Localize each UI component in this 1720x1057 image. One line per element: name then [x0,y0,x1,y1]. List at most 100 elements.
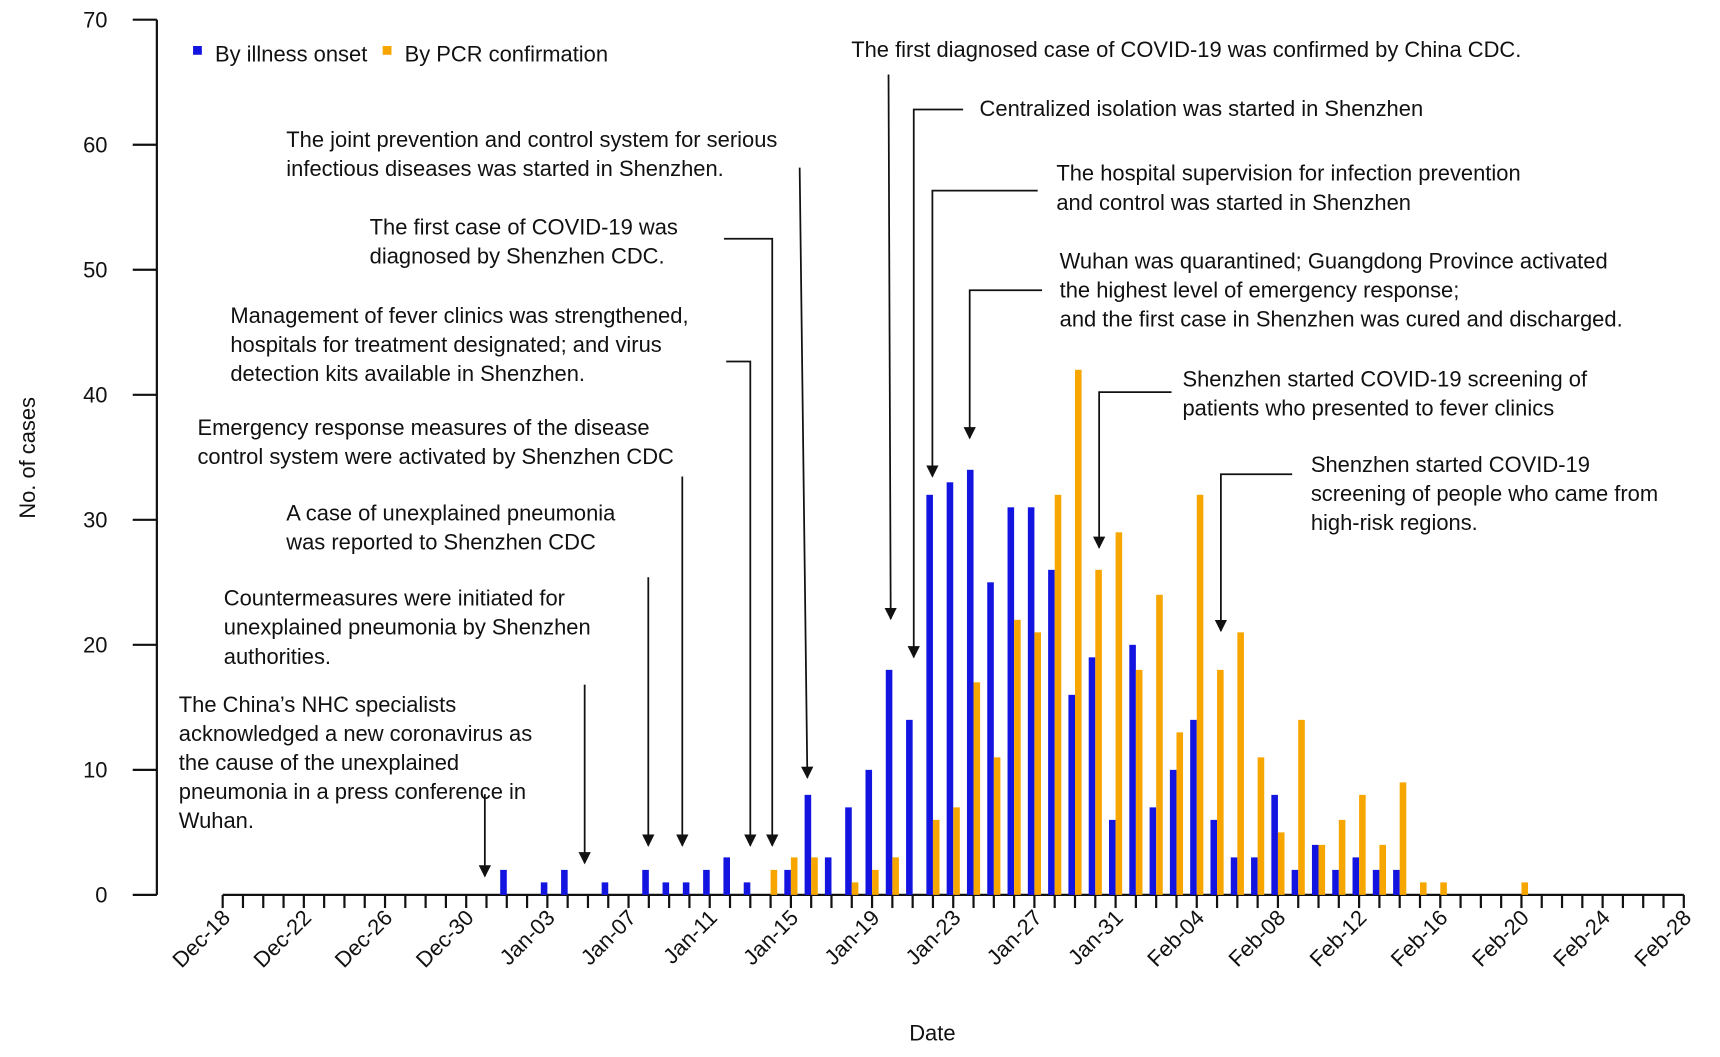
bar [1075,369,1082,895]
bar [966,469,974,895]
x-tick-label: Dec-22 [248,905,316,973]
bar [1027,507,1035,895]
bar [662,882,670,895]
annotation: The joint prevention and control system … [286,127,777,152]
x-tick-label: Jan-23 [900,905,965,970]
bar [872,869,879,895]
annotation: The first case of COVID-19 was [370,214,678,239]
bar [987,582,994,895]
x-axis-label: Date [909,1021,955,1046]
bar [1230,857,1238,895]
bar [1007,507,1015,895]
bar [1176,732,1184,895]
y-tick-label: 60 [83,132,107,157]
bar [1196,494,1204,895]
annotation: infectious diseases was started in Shenz… [286,156,723,181]
annotation-arrow [963,289,1043,440]
annotation: and control was started in Shenzhen [1056,190,1411,215]
x-tick-label: Dec-26 [330,905,398,973]
annotation: The hospital supervision for infection p… [1056,161,1520,186]
annotation: Shenzhen started COVID-19 screening of [1183,367,1588,392]
bar [1393,869,1400,895]
bar [1088,657,1096,895]
bar [1399,782,1407,895]
bar [946,482,954,895]
bar [1237,632,1244,895]
x-tick-label: Jan-27 [982,905,1047,970]
x-tick-label: Feb-08 [1223,905,1290,972]
annotation-arrow [907,108,964,659]
annotation: The first diagnosed case of COVID-19 was… [851,37,1521,62]
bar [1068,694,1075,895]
annotation: diagnosed by Shenzhen CDC. [370,243,665,268]
bar [1359,794,1366,895]
annotation: the cause of the unexplained [179,750,459,775]
bar [926,494,933,895]
annotation: Emergency response measures of the disea… [197,415,649,440]
bar [1054,494,1062,895]
bar [1521,882,1529,895]
annotation: detection kits available in Shenzhen. [230,361,585,386]
x-tick-label: Jan-19 [819,905,884,970]
bar [811,857,818,895]
bar [540,882,548,895]
bar [1251,857,1258,895]
bar [1379,844,1386,895]
x-tick-label: Feb-04 [1142,905,1209,972]
annotation: Management of fever clinics was strength… [230,303,688,328]
x-tick-label: Jan-03 [495,905,560,970]
annotation: unexplained pneumonia by Shenzhen [224,615,591,640]
y-axis-label: No. of cases [15,397,40,519]
bar [743,882,751,895]
x-tick-label: Feb-12 [1305,905,1372,972]
legend-label: By illness onset [215,41,367,66]
annotation: the highest level of emergency response; [1060,277,1460,302]
bar [1169,769,1177,895]
bar [682,882,690,895]
annotation-arrow [798,167,814,779]
bar [770,869,778,895]
y-tick-label: 70 [83,7,107,32]
bar [1129,644,1136,895]
annotation: authorities. [224,644,331,669]
bar [500,869,507,895]
x-tick-label: Feb-20 [1467,905,1534,972]
bar [1014,619,1021,895]
annotation: and the first case in Shenzhen was cured… [1060,306,1623,331]
bar [845,807,852,895]
bar [932,819,940,895]
bar [865,769,873,895]
annotation: screening of people who came from [1311,481,1658,506]
annotation: pneumonia in a press conference in [179,779,526,804]
bar [723,857,731,895]
bar [1318,844,1326,895]
annotation: A case of unexplained pneumonia [286,500,616,525]
annotation: The China’s NHC specialists [179,692,456,717]
bar [1271,794,1278,895]
bar [1034,632,1041,895]
bar [1095,569,1102,895]
y-tick-label: 30 [83,507,107,532]
bar [642,869,649,895]
y-tick-label: 40 [83,382,107,407]
annotation-arrow [1214,473,1293,633]
bar [1156,594,1163,895]
bar [784,869,791,895]
bar [561,869,568,895]
annotation-arrow [723,237,779,847]
bar [1419,882,1427,895]
bar [906,719,913,895]
y-tick-label: 50 [83,257,107,282]
bar [1190,719,1197,895]
x-tick-label: Feb-24 [1548,905,1615,972]
x-tick-label: Jan-31 [1063,905,1128,970]
bar [1210,819,1218,895]
bar [1352,857,1360,895]
y-tick-label: 0 [95,883,107,908]
bar [1332,869,1339,895]
x-tick-label: Jan-15 [738,905,803,970]
bar [851,882,859,895]
bar [1440,882,1447,895]
bar [885,669,893,895]
